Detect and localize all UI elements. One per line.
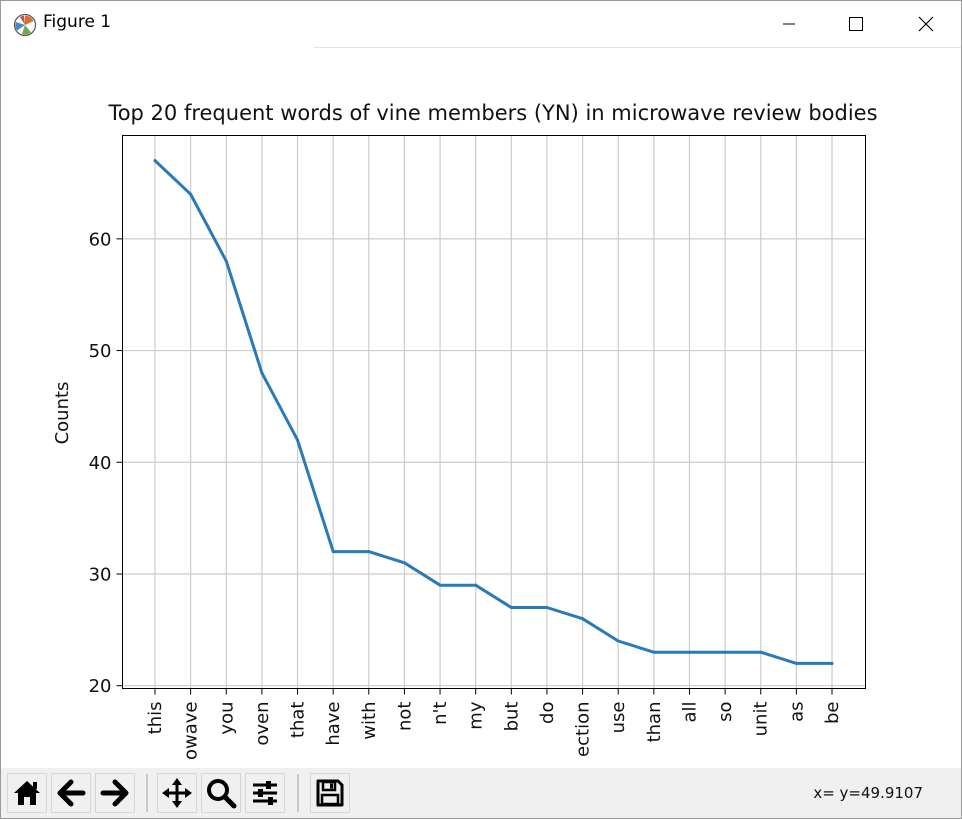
x-tick-label: with [359,702,380,740]
minimize-icon [783,23,795,25]
y-tick-label: 20 [89,676,112,697]
pan-button[interactable] [157,773,197,813]
x-tick-label: do [537,702,558,724]
data-point [687,650,691,654]
series-points [153,159,834,665]
title-separator [314,47,961,48]
x-tick-label: use [608,702,629,734]
data-point [367,550,371,554]
data-point [830,661,834,665]
y-tick-label: 50 [89,341,112,362]
toolbar-separator [146,774,148,812]
y-axis-label: Counts [52,382,73,445]
data-point [509,606,513,610]
x-ticks: this owave you oven that have with not n't my but d… [145,688,843,761]
cursor-coordinates: x= y=49.9107 [813,784,923,802]
configure-subplots-icon [253,781,277,805]
navigation-toolbar: x= y=49.9107 [1,768,961,818]
x-tick-label: but [501,702,522,732]
maximize-button[interactable] [821,1,891,47]
data-point [759,650,763,654]
configure-subplots-button[interactable] [245,773,285,813]
zoom-button[interactable] [201,773,241,813]
data-point [652,650,656,654]
back-arrow-icon [57,779,86,807]
y-tick-label: 30 [89,564,112,585]
x-tick-label: than [644,702,665,743]
x-tick-label: owave [181,702,202,761]
y-tick-label: 60 [89,229,112,250]
figure-canvas[interactable]: 20 30 40 50 60 this owave you oven that have with n… [1,48,961,768]
x-tick-label: have [323,702,344,746]
x-tick-label: this [145,702,166,735]
matplotlib-icon [13,13,37,37]
x-tick-label: oven [252,702,273,746]
title-bar: Figure 1 [1,1,961,47]
close-button[interactable] [891,1,961,47]
home-button[interactable] [7,773,47,813]
x-tick-label: be [822,702,843,725]
data-point [331,550,335,554]
close-icon [918,16,934,32]
back-button[interactable] [51,773,91,813]
data-point [723,650,727,654]
forward-arrow-icon [100,779,129,807]
y-tick-label: 40 [89,453,112,474]
save-icon [316,779,344,807]
data-point [616,639,620,643]
data-point [581,617,585,621]
x-tick-label: all [679,702,700,723]
x-tick-label: that [288,702,309,739]
x-tick-label: n't [430,702,451,725]
x-tick-label: unit [751,702,772,737]
series-line [153,159,834,665]
save-button[interactable] [310,773,350,813]
data-point [189,192,193,196]
x-tick-label: as [786,702,807,722]
zoom-icon [207,779,237,809]
x-tick-label: so [715,702,736,722]
data-point [474,583,478,587]
data-point [794,661,798,665]
forward-button[interactable] [95,773,135,813]
x-tick-label: ection [573,702,594,757]
home-icon [14,781,40,805]
pan-icon [162,778,192,808]
window-title: Figure 1 [43,12,112,32]
plot-frame [122,135,866,689]
data-point [224,259,228,263]
data-point [153,159,157,163]
data-point [402,561,406,565]
minimize-button[interactable] [754,1,824,47]
x-tick-label: you [216,702,237,735]
data-point [545,606,549,610]
toolbar-separator [297,774,299,812]
maximize-icon [849,17,863,31]
x-tick-label: my [466,701,487,730]
y-ticks: 20 30 40 50 60 [89,229,123,697]
chart-title: Top 20 frequent words of vine members (Y… [107,101,877,125]
data-point [260,371,264,375]
x-tick-label: not [394,702,415,731]
data-point [438,583,442,587]
data-point [296,438,300,442]
grid-lines [122,135,866,689]
